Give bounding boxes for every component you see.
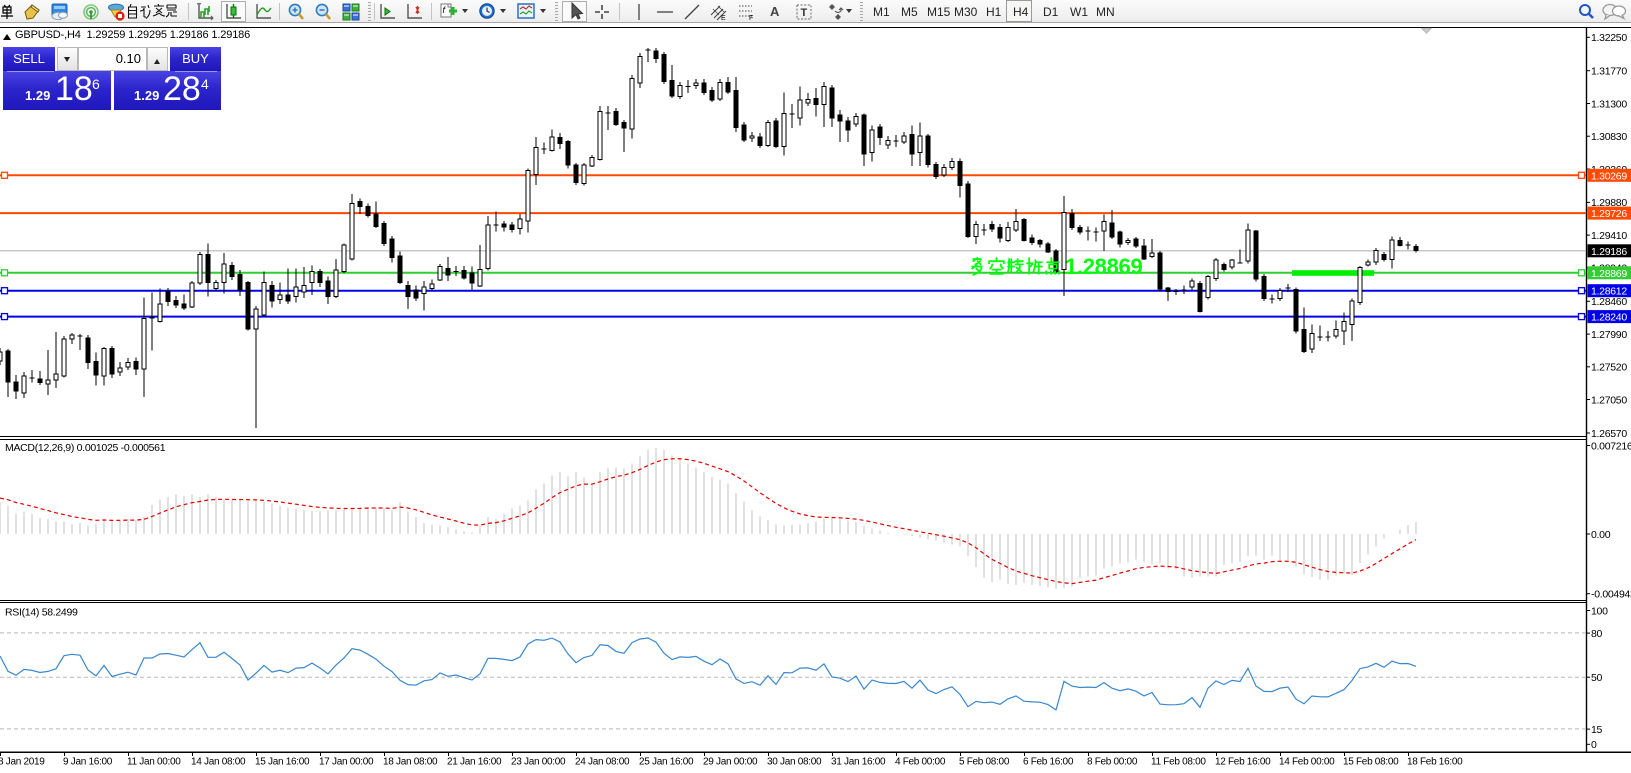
svg-text:1.26570: 1.26570 — [1591, 428, 1627, 440]
svg-text:12 Feb 16:00: 12 Feb 16:00 — [1215, 757, 1271, 768]
svg-text:11 Jan 00:00: 11 Jan 00:00 — [127, 757, 181, 768]
svg-text:5 Feb 08:00: 5 Feb 08:00 — [959, 757, 1010, 768]
svg-text:1.32250: 1.32250 — [1591, 32, 1627, 44]
svg-text:1.28460: 1.28460 — [1591, 296, 1627, 308]
svg-text:MACD(12,26,9) 0.001025 -0.0005: MACD(12,26,9) 0.001025 -0.000561 — [5, 442, 166, 454]
svg-text:18 Jan 08:00: 18 Jan 08:00 — [383, 757, 438, 768]
svg-text:18 Feb 16:00: 18 Feb 16:00 — [1407, 757, 1463, 768]
svg-text:T: T — [801, 7, 808, 19]
svg-text:15 Feb 08:00: 15 Feb 08:00 — [1343, 757, 1399, 768]
svg-text:29 Jan 00:00: 29 Jan 00:00 — [703, 757, 758, 768]
svg-text:17 Jan 00:00: 17 Jan 00:00 — [319, 757, 374, 768]
svg-text:15: 15 — [1591, 724, 1603, 736]
svg-text:1.28869: 1.28869 — [1065, 254, 1142, 279]
svg-text:1.31300: 1.31300 — [1591, 98, 1627, 110]
svg-text:f: f — [443, 5, 447, 15]
svg-text:1.27520: 1.27520 — [1591, 362, 1627, 374]
svg-text:4 Feb 00:00: 4 Feb 00:00 — [895, 757, 946, 768]
svg-text:30 Jan 08:00: 30 Jan 08:00 — [767, 757, 822, 768]
svg-text:1.27050: 1.27050 — [1591, 394, 1627, 406]
svg-text:RSI(14) 58.2499: RSI(14) 58.2499 — [5, 607, 78, 619]
svg-text:25 Jan 16:00: 25 Jan 16:00 — [639, 757, 694, 768]
svg-text:0.007216: 0.007216 — [1591, 440, 1631, 452]
svg-text:1.29410: 1.29410 — [1591, 230, 1627, 242]
svg-text:23 Jan 00:00: 23 Jan 00:00 — [511, 757, 566, 768]
svg-text:1.28240: 1.28240 — [1591, 312, 1627, 324]
svg-text:1.28612: 1.28612 — [1591, 286, 1627, 298]
svg-text:F: F — [749, 15, 753, 21]
svg-text:31 Jan 16:00: 31 Jan 16:00 — [831, 757, 886, 768]
svg-text:1.31770: 1.31770 — [1591, 66, 1627, 78]
svg-text:11 Feb 08:00: 11 Feb 08:00 — [1151, 757, 1206, 768]
svg-text:0: 0 — [1591, 739, 1597, 751]
svg-text:1.27990: 1.27990 — [1591, 329, 1627, 341]
svg-text:1.30269: 1.30269 — [1591, 170, 1627, 182]
svg-text:1.28869: 1.28869 — [1591, 268, 1627, 280]
svg-text:24 Jan 08:00: 24 Jan 08:00 — [575, 757, 630, 768]
svg-text:100: 100 — [1591, 605, 1608, 617]
svg-text:0.00: 0.00 — [1591, 529, 1611, 541]
svg-text:21 Jan 16:00: 21 Jan 16:00 — [447, 757, 502, 768]
svg-text:6 Feb 16:00: 6 Feb 16:00 — [1023, 757, 1074, 768]
svg-text:-0.004943: -0.004943 — [1591, 589, 1631, 601]
svg-text:1.29880: 1.29880 — [1591, 197, 1627, 209]
svg-text:E: E — [721, 15, 726, 21]
svg-text:1.29726: 1.29726 — [1591, 208, 1627, 220]
svg-text:14 Feb 00:00: 14 Feb 00:00 — [1279, 757, 1335, 768]
svg-text:1.29186: 1.29186 — [1591, 246, 1627, 258]
svg-text:8 Feb 00:00: 8 Feb 00:00 — [1087, 757, 1138, 768]
svg-text:14 Jan 08:00: 14 Jan 08:00 — [191, 757, 246, 768]
svg-text:8 Jan 2019: 8 Jan 2019 — [0, 757, 45, 768]
svg-text:1.30830: 1.30830 — [1591, 131, 1627, 143]
svg-text:9 Jan 16:00: 9 Jan 16:00 — [63, 757, 113, 768]
svg-text:50: 50 — [1591, 672, 1603, 684]
svg-text:80: 80 — [1591, 628, 1603, 640]
svg-text:15 Jan 16:00: 15 Jan 16:00 — [255, 757, 310, 768]
